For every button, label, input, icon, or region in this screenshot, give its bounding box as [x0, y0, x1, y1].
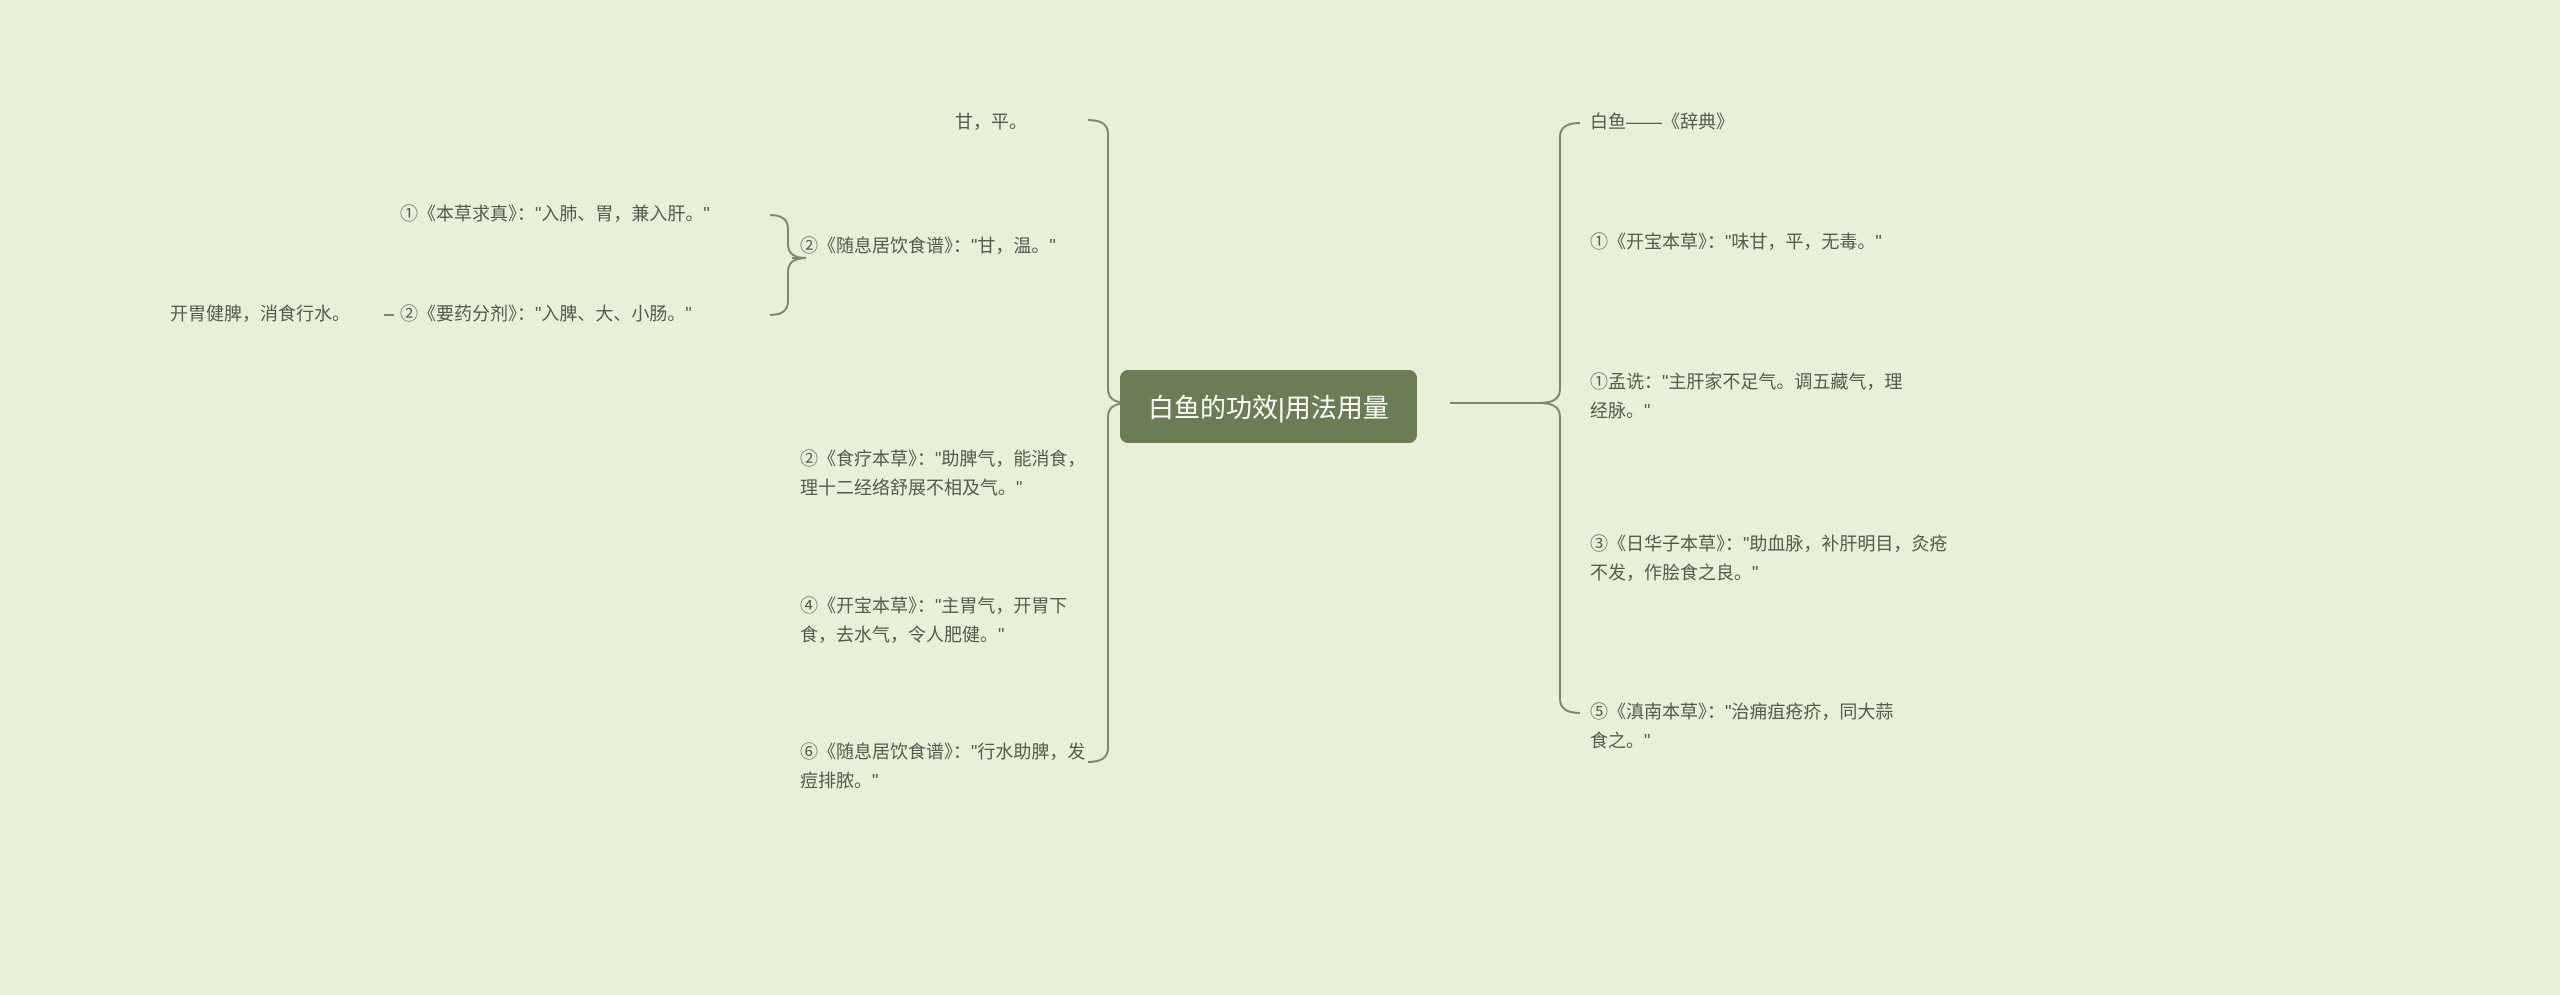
leftsub-node: ①《本草求真》："入肺、胃，兼入肝。" — [400, 200, 770, 229]
connectors — [0, 0, 2560, 995]
left-node: ②《随息居饮食谱》："甘，温。" — [800, 232, 1100, 261]
mindmap-canvas: 白鱼的功效|用法用量 白鱼——《辞典》 ①《开宝本草》："味甘，平，无毒。" ①孟诜… — [0, 0, 2560, 995]
right-node: 白鱼——《辞典》 — [1590, 108, 1910, 137]
left-node: ⑥《随息居饮食谱》："行水助脾，发痘排脓。" — [800, 738, 1100, 796]
center-node: 白鱼的功效|用法用量 — [1120, 370, 1417, 443]
leftsub-node: ②《要药分剂》："入脾、大、小肠。" — [400, 300, 770, 329]
left-node: 甘，平。 — [955, 108, 1075, 137]
right-node: ①《开宝本草》："味甘，平，无毒。" — [1590, 228, 1910, 257]
left-node: ②《食疗本草》："助脾气，能消食，理十二经络舒展不相及气。" — [800, 445, 1100, 503]
right-node: ⑤《滇南本草》："治痈疽疮疥，同大蒜食之。" — [1590, 698, 1910, 756]
right-node: ①孟诜："主肝家不足气。调五藏气，理经脉。" — [1590, 368, 1910, 426]
left-node: ④《开宝本草》："主胃气，开胃下食，去水气，令人肥健。" — [800, 592, 1100, 650]
leftleaf-node: 开胃健脾，消食行水。 — [170, 300, 380, 329]
right-node: ③《日华子本草》："助血脉，补肝明目，灸疮不发，作脍食之良。" — [1590, 530, 1950, 588]
